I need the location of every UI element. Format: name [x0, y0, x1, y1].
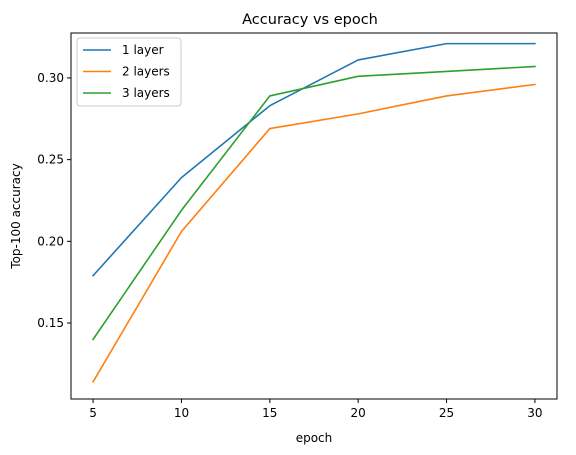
series-line-2 [91, 83, 536, 383]
x-tick-label: 15 [262, 406, 277, 420]
series-line-1 [91, 42, 536, 277]
chart-title: Accuracy vs epoch [242, 12, 378, 28]
plot-frame [70, 32, 558, 400]
y-axis-label: Top-100 accuracy [9, 163, 23, 269]
legend-label-3: 3 layers [122, 86, 170, 100]
y-tick-label: 0.25 [37, 153, 64, 167]
legend: 1 layer 2 layers 3 layers [76, 37, 182, 107]
legend-label-1: 1 layer [122, 43, 164, 57]
x-axis-label: epoch [296, 431, 333, 445]
x-axis: 5 10 15 20 25 30 [89, 399, 543, 420]
x-tick-label: 25 [439, 406, 454, 420]
legend-frame [76, 37, 182, 107]
legend-label-2: 2 layers [122, 65, 170, 79]
y-tick-label: 0.30 [37, 71, 64, 85]
x-tick-label: 20 [351, 406, 366, 420]
x-tick-label: 5 [89, 406, 97, 420]
y-axis: 0.15 0.20 0.25 0.30 [37, 71, 71, 330]
x-tick-label: 10 [174, 406, 189, 420]
y-tick-label: 0.15 [37, 316, 64, 330]
y-tick-label: 0.20 [37, 234, 64, 248]
series-layer [91, 42, 536, 383]
series-line-3 [91, 65, 536, 341]
x-tick-label: 30 [527, 406, 542, 420]
